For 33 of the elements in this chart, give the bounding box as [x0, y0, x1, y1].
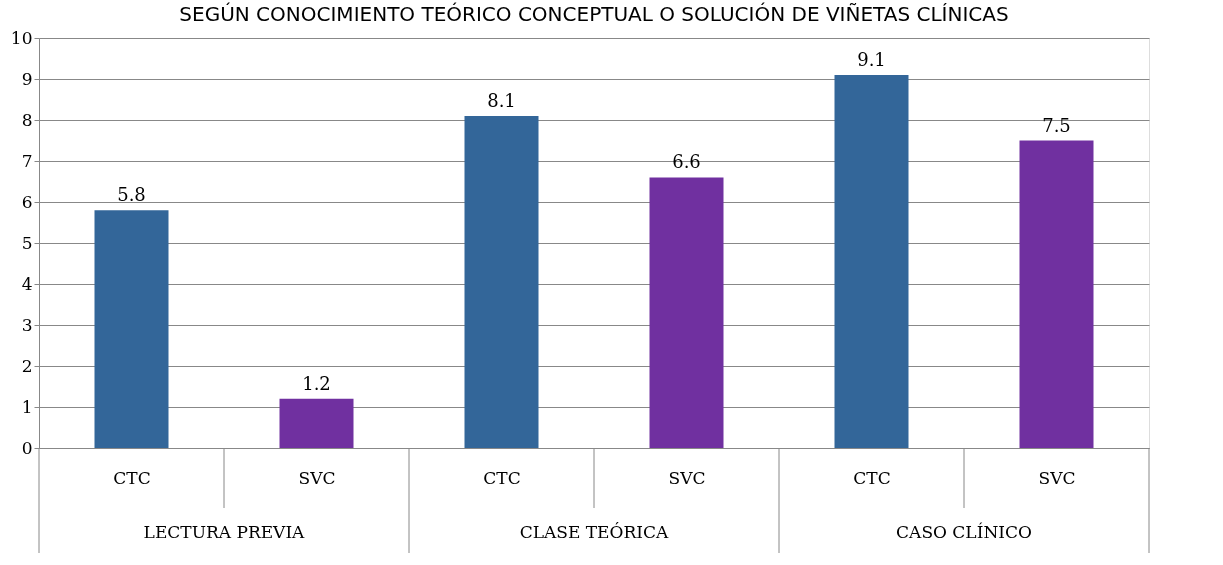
y-tick-label: 10 [10, 27, 33, 48]
data-label: 5.8 [117, 184, 146, 206]
x-tick-label: SVC [298, 467, 336, 488]
data-label: 7.5 [1042, 114, 1071, 136]
y-tick-label: 2 [21, 355, 33, 376]
text: CLASE TEÓRICA [519, 522, 669, 542]
y-tick-label: 7 [21, 150, 33, 171]
x-tick-label: CTC [113, 467, 151, 488]
bar [464, 115, 539, 448]
bar [834, 74, 909, 448]
x-tick-label: SVC [668, 467, 706, 488]
text: LECTURA PREVIA [143, 522, 306, 542]
y-tick-label: 5 [21, 232, 33, 253]
y-tick-label: 0 [21, 437, 33, 458]
y-tick-label: 9 [21, 68, 33, 89]
data-label: 9.1 [857, 48, 886, 70]
data-label: 6.6 [672, 151, 701, 173]
bar [279, 398, 354, 448]
text: CASO CLÍNICO [896, 522, 1032, 542]
x-tick-label: SVC [1038, 467, 1076, 488]
bar [649, 177, 724, 448]
data-label: 8.1 [487, 89, 516, 111]
chart-title: SEGÚN CONOCIMIENTO TEÓRICO CONCEPTUAL O SOLUCIÓN DE VIÑETAS CLÍNICAS [179, 2, 1009, 26]
bar [1019, 140, 1094, 448]
y-tick-label: 6 [21, 191, 33, 212]
x-tick-label: CTC [853, 467, 891, 488]
y-tick-label: 8 [21, 109, 33, 130]
y-tick-label: 4 [21, 273, 33, 294]
y-tick-label: 1 [21, 396, 33, 417]
bar [94, 210, 169, 448]
y-tick-label: 3 [21, 314, 33, 335]
data-label: 1.2 [302, 372, 331, 394]
x-tick-label: CTC [483, 467, 521, 488]
